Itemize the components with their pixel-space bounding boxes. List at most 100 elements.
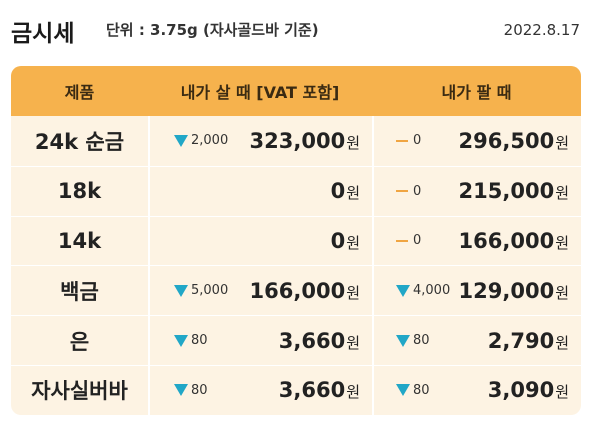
page-title: 금시세 <box>11 21 75 47</box>
buy-price: 3,660 원 <box>279 378 360 402</box>
sell-price: 129,000 원 <box>459 279 569 303</box>
currency-unit: 원 <box>555 233 569 252</box>
currency-unit: 원 <box>555 383 569 402</box>
dash-icon <box>396 239 408 242</box>
sell-change: 0 <box>396 184 421 199</box>
currency-unit: 원 <box>346 133 360 152</box>
sell-price-cell: 4,000 129,000 원 <box>372 266 581 316</box>
currency-unit: 원 <box>555 333 569 352</box>
buy-price-value: 3,660 <box>278 328 346 353</box>
buy-price: 3,660 원 <box>279 329 360 353</box>
buy-price-cell: 2,000 323,000 원 <box>148 116 372 166</box>
sell-change-amount: 0 <box>413 183 422 199</box>
product-name: 은 <box>69 329 90 354</box>
buy-change: 5,000 <box>174 283 228 298</box>
buy-price-value: 0 <box>330 179 346 204</box>
sell-price: 2,790 원 <box>488 329 569 353</box>
currency-unit: 원 <box>346 333 360 352</box>
buy-change-amount: 80 <box>191 333 208 349</box>
buy-price-cell: 80 3,660 원 <box>148 365 372 415</box>
buy-price-cell: 80 3,660 원 <box>148 316 372 365</box>
currency-unit: 원 <box>346 184 360 203</box>
sell-price-value: 3,090 <box>487 378 555 403</box>
sell-price-value: 296,500 <box>458 128 555 153</box>
down-triangle-icon <box>174 334 188 347</box>
sell-change: 0 <box>396 133 421 148</box>
currency-unit: 원 <box>346 233 360 252</box>
table-body: 24k 순금 2,000 323,000 원 0 296,500 원 18k 0 원 0 215,00… <box>11 116 581 415</box>
buy-price-cell: 5,000 166,000 원 <box>148 266 372 316</box>
down-triangle-icon <box>174 134 188 147</box>
sell-price-cell: 0 215,000 원 <box>372 166 581 216</box>
sell-change-amount: 80 <box>413 333 430 349</box>
buy-price: 166,000 원 <box>250 279 360 303</box>
sell-price-value: 2,790 <box>487 328 555 353</box>
sell-change: 4,000 <box>396 283 450 298</box>
currency-unit: 원 <box>555 283 569 302</box>
down-triangle-icon <box>174 284 188 297</box>
column-header-sell: 내가 팔 때 <box>441 83 512 102</box>
currency-unit: 원 <box>346 283 360 302</box>
buy-change-amount: 5,000 <box>191 283 229 299</box>
buy-price-value: 323,000 <box>249 128 346 153</box>
sell-price-cell: 80 3,090 원 <box>372 365 581 415</box>
product-name: 24k 순금 <box>34 129 125 154</box>
unit-note: 단위 : 3.75g (자사골드바 기준) <box>106 21 319 39</box>
sell-price: 166,000 원 <box>459 229 569 253</box>
buy-change-amount: 80 <box>191 382 208 398</box>
buy-price: 323,000 원 <box>250 129 360 153</box>
table-row: 자사실버바 80 3,660 원 80 3,090 원 <box>11 364 581 415</box>
sell-change-amount: 0 <box>413 233 422 249</box>
table-row: 18k 0 원 0 215,000 원 <box>11 165 581 216</box>
buy-price-value: 0 <box>330 228 346 253</box>
sell-change: 80 <box>396 333 430 348</box>
dash-icon <box>396 139 408 142</box>
currency-unit: 원 <box>555 184 569 203</box>
buy-price-value: 3,660 <box>278 378 346 403</box>
product-name: 14k <box>57 228 102 253</box>
sell-change-amount: 4,000 <box>413 283 451 299</box>
table-row: 14k 0 원 0 166,000 원 <box>11 215 581 266</box>
date-label: 2022.8.17 <box>503 21 580 39</box>
sell-price-cell: 80 2,790 원 <box>372 316 581 365</box>
down-triangle-icon <box>396 284 410 297</box>
product-name: 백금 <box>60 279 99 304</box>
sell-price-cell: 0 166,000 원 <box>372 216 581 266</box>
product-name: 18k <box>57 179 102 204</box>
sell-price-value: 215,000 <box>458 179 555 204</box>
table-row: 백금 5,000 166,000 원 4,000 129,000 원 <box>11 265 581 316</box>
table-row: 은 80 3,660 원 80 2,790 원 <box>11 315 581 365</box>
product-name: 자사실버바 <box>31 379 128 404</box>
sell-price-cell: 0 296,500 원 <box>372 116 581 166</box>
buy-change: 2,000 <box>174 133 228 148</box>
buy-change-amount: 2,000 <box>191 133 229 149</box>
currency-unit: 원 <box>555 133 569 152</box>
sell-change: 0 <box>396 233 421 248</box>
sell-price-value: 166,000 <box>458 228 555 253</box>
down-triangle-icon <box>174 384 188 397</box>
buy-price-value: 166,000 <box>249 278 346 303</box>
down-triangle-icon <box>396 334 410 347</box>
page-header: 금시세 단위 : 3.75g (자사골드바 기준) 2022.8.17 <box>0 0 592 62</box>
sell-change-amount: 80 <box>413 382 430 398</box>
sell-change: 80 <box>396 383 430 398</box>
column-header-buy: 내가 살 때 [VAT 포함] <box>180 83 340 102</box>
buy-change: 80 <box>174 383 208 398</box>
column-header-product: 제품 <box>64 83 95 102</box>
dash-icon <box>396 190 408 193</box>
sell-price: 215,000 원 <box>459 179 569 203</box>
table-header: 제품 내가 살 때 [VAT 포함] 내가 팔 때 <box>11 66 581 116</box>
sell-price: 296,500 원 <box>459 129 569 153</box>
sell-change-amount: 0 <box>413 133 422 149</box>
sell-price-value: 129,000 <box>458 278 555 303</box>
table-row: 24k 순금 2,000 323,000 원 0 296,500 원 <box>11 116 581 166</box>
price-table: 제품 내가 살 때 [VAT 포함] 내가 팔 때 24k 순금 2,000 323… <box>11 66 581 415</box>
sell-price: 3,090 원 <box>488 378 569 402</box>
buy-change: 80 <box>174 333 208 348</box>
currency-unit: 원 <box>346 383 360 402</box>
down-triangle-icon <box>396 384 410 397</box>
